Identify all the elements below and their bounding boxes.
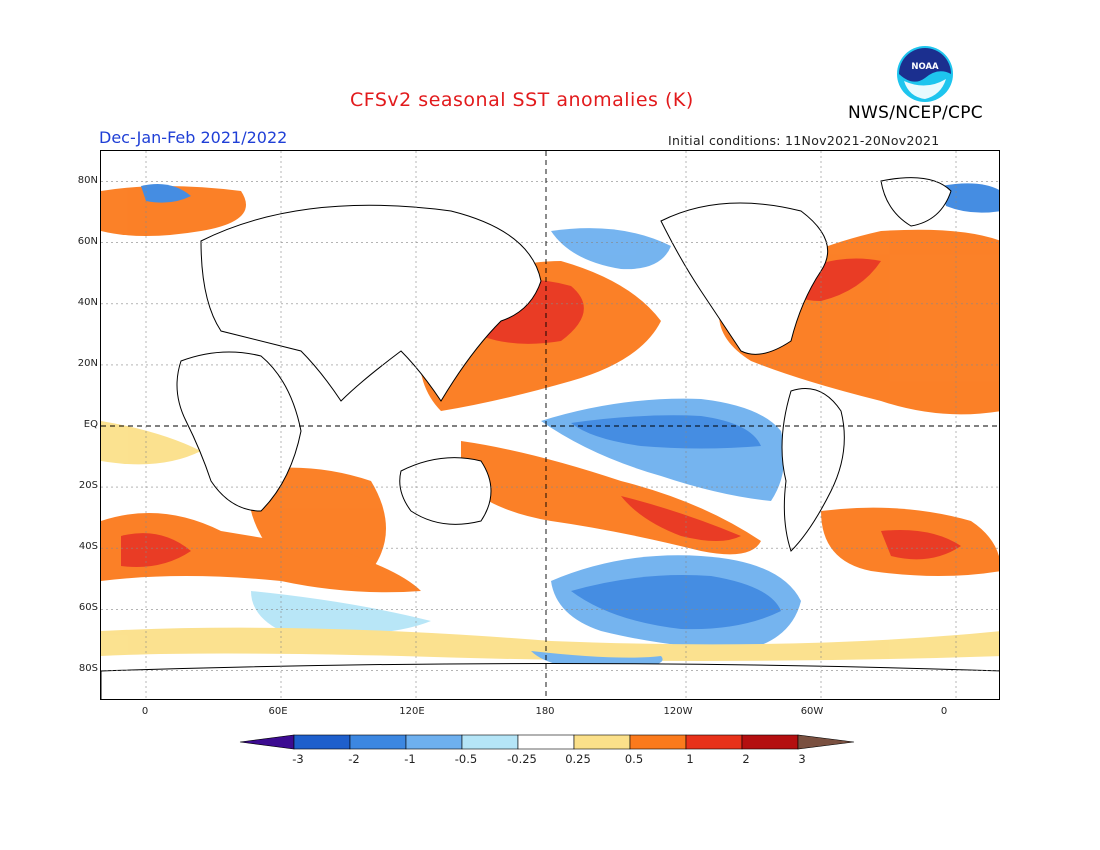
logo-text: NOAA xyxy=(911,62,939,72)
colorbar xyxy=(239,734,855,750)
colorbar-cell xyxy=(349,734,407,750)
colorbar-label: -3 xyxy=(292,752,304,766)
noaa-logo-icon: NOAA xyxy=(897,46,953,102)
lon-label-120e: 120E xyxy=(399,706,425,717)
colorbar-cell xyxy=(797,734,855,750)
map-title: CFSv2 seasonal SST anomalies (K) xyxy=(350,89,694,111)
lon-label-120w: 120W xyxy=(663,706,693,717)
lat-label-80n: 80N xyxy=(77,175,98,186)
coastlines xyxy=(101,177,999,699)
colorbar-label: -1 xyxy=(404,752,416,766)
colorbar-cell xyxy=(293,734,351,750)
lat-label-80s: 80S xyxy=(78,663,98,674)
lat-label-60s: 60S xyxy=(78,602,98,613)
lon-label-60w: 60W xyxy=(800,706,824,717)
colorbar-cell xyxy=(741,734,799,750)
colorbar-label: 3 xyxy=(798,752,806,766)
initial-conditions-label: Initial conditions: 11Nov2021-20Nov2021 xyxy=(668,133,940,148)
colorbar-cell xyxy=(573,734,631,750)
colorbar-cell xyxy=(239,734,295,750)
colorbar-cell xyxy=(405,734,463,750)
lon-label-0-east: 0 xyxy=(940,706,948,717)
lat-label-40s: 40S xyxy=(78,541,98,552)
colorbar-cell xyxy=(685,734,743,750)
sst-anomaly-map xyxy=(100,150,1000,700)
colorbar-label: 0.25 xyxy=(565,752,591,766)
lon-label-180: 180 xyxy=(535,706,555,717)
lat-label-eq: EQ xyxy=(83,419,98,430)
colorbar-cell xyxy=(517,734,575,750)
lat-label-20s: 20S xyxy=(78,480,98,491)
colorbar-label: -0.5 xyxy=(454,752,478,766)
lat-label-20n: 20N xyxy=(77,358,98,369)
colorbar-cell xyxy=(461,734,519,750)
season-label: Dec-Jan-Feb 2021/2022 xyxy=(99,128,288,147)
lon-label-0: 0 xyxy=(141,706,149,717)
colorbar-label: 0.5 xyxy=(624,752,644,766)
colorbar-label: -0.25 xyxy=(507,752,537,766)
colorbar-cell xyxy=(629,734,687,750)
colorbar-label: 1 xyxy=(686,752,694,766)
lon-label-60e: 60E xyxy=(268,706,288,717)
reference-lines xyxy=(101,151,999,699)
agency-label: NWS/NCEP/CPC xyxy=(848,103,983,123)
map-canvas xyxy=(101,151,999,699)
lat-label-60n: 60N xyxy=(77,236,98,247)
lat-label-40n: 40N xyxy=(77,297,98,308)
colorbar-label: 2 xyxy=(742,752,750,766)
colorbar-label: -2 xyxy=(348,752,360,766)
